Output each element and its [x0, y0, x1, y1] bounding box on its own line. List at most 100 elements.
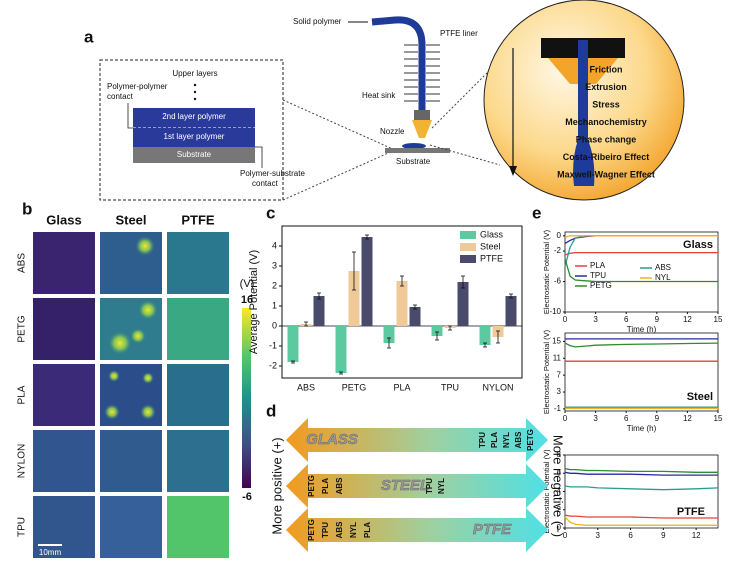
- surface-label: GLASS: [306, 431, 358, 448]
- label: contact: [107, 92, 134, 101]
- map-tile: [33, 430, 95, 492]
- map-tile: [33, 298, 95, 360]
- x-tick-label: 9: [661, 531, 666, 540]
- ranking-arrow: [286, 508, 548, 552]
- y-tick-label: 6: [557, 468, 562, 477]
- map-tile: [167, 430, 229, 492]
- y-tick-label: 0: [272, 320, 277, 330]
- y-tick-label: -2: [554, 246, 562, 255]
- y-tick-label: 0: [557, 231, 562, 240]
- colorbar-max: 16: [241, 294, 253, 306]
- map-tile: [100, 496, 162, 558]
- surface-label: STEEL: [381, 477, 429, 494]
- x-tick-label: 15: [714, 315, 723, 324]
- legend-swatch: [460, 255, 476, 263]
- side-label: More negative (−): [551, 435, 566, 537]
- map-tile: [167, 298, 229, 360]
- polymer-label: NYL: [349, 522, 358, 538]
- bar: [505, 296, 517, 326]
- map-tile: [167, 232, 229, 294]
- bar: [287, 326, 299, 362]
- x-tick-label: 12: [692, 531, 701, 540]
- y-tick-label: 7: [557, 370, 562, 379]
- polymer-label: PLA: [321, 478, 330, 494]
- effect: Maxwell-Wagner Effect: [557, 169, 655, 179]
- polymer-label: PETG: [307, 475, 316, 497]
- bar: [457, 282, 469, 326]
- map-spot: [130, 328, 146, 344]
- polymer-label: NYL: [502, 432, 511, 448]
- map-spot: [104, 404, 120, 420]
- heat-sink: [404, 44, 440, 102]
- layer-diagram: Upper layers Polymer-polymer contact 2nd…: [99, 59, 305, 201]
- row-label: PETG: [17, 315, 28, 342]
- map-spot: [142, 372, 154, 384]
- bar: [335, 326, 347, 373]
- legend-label: TPU: [590, 271, 606, 280]
- map-spot: [135, 236, 155, 256]
- y-tick-label: 0: [557, 523, 562, 532]
- label: Polymer-substrate: [240, 169, 305, 178]
- x-tick-label: 9: [655, 414, 660, 423]
- filament: [573, 40, 595, 186]
- polymer-label: ABS: [335, 521, 344, 539]
- colorbar: [242, 308, 251, 488]
- y-tick-label: -10: [549, 307, 561, 316]
- bar: [348, 271, 360, 326]
- line: [564, 235, 718, 238]
- layer-2: [133, 108, 255, 128]
- legend-swatch: [460, 231, 476, 239]
- bar: [396, 281, 408, 326]
- map-tile: [167, 496, 229, 558]
- bar: [383, 326, 395, 343]
- x-tick-label: 6: [628, 531, 633, 540]
- printed-line: [402, 143, 426, 149]
- layer-1: [133, 128, 255, 147]
- y-tick-label: 4: [557, 487, 562, 496]
- legend-swatch: [460, 243, 476, 251]
- map-spot: [140, 404, 156, 420]
- connector: [282, 149, 396, 201]
- panel-label: e: [532, 203, 541, 222]
- x-tick-label: 9: [655, 315, 660, 324]
- line: [564, 514, 718, 519]
- panel-label: c: [266, 203, 275, 222]
- panel-label: a: [84, 27, 94, 46]
- polymer-label: TPU: [478, 432, 487, 448]
- connector: [429, 144, 501, 166]
- dot: [193, 90, 197, 94]
- y-tick-label: 3: [272, 260, 277, 270]
- x-tick-label: 3: [593, 414, 598, 423]
- map-tile: [33, 496, 95, 558]
- y-tick-label: 11: [553, 353, 562, 362]
- y-axis-label: Electrostatic Potential (V): [542, 449, 551, 534]
- legend-label: ABS: [655, 263, 671, 272]
- row-label: ABS: [17, 253, 28, 273]
- potential-maps: Glass Steel PTFE ABS PETG PLA NYLON TPU (V) 16 -6 1…: [17, 212, 254, 558]
- x-tick-label: 0: [563, 315, 568, 324]
- plot-frame: [564, 332, 719, 412]
- plot-frame: [281, 225, 523, 379]
- block: [414, 110, 430, 120]
- y-tick-label: 4: [272, 240, 277, 250]
- label: Nozzle: [380, 127, 405, 136]
- pointer: [255, 146, 263, 168]
- polymer-label: PLA: [363, 522, 372, 538]
- y-tick-label: 8: [557, 450, 562, 459]
- polymer-label: PETG: [307, 519, 316, 541]
- label: Solid polymer: [293, 17, 342, 26]
- panel-label: b: [22, 199, 32, 218]
- line: [564, 485, 719, 491]
- polymer-label: ABS: [335, 477, 344, 495]
- polymer-label: TPU: [425, 478, 434, 494]
- effect: Extrusion: [585, 82, 627, 92]
- legend-label: Glass: [480, 229, 504, 239]
- label: PTFE liner: [440, 29, 478, 38]
- effect: Phase change: [576, 134, 637, 144]
- label: Upper layers: [172, 69, 217, 78]
- y-axis-label: Electrostatic Potential (V): [542, 329, 551, 414]
- column-header: Glass: [46, 212, 81, 227]
- label: Polymer-polymer: [107, 82, 168, 91]
- legend-label: PLA: [590, 261, 606, 270]
